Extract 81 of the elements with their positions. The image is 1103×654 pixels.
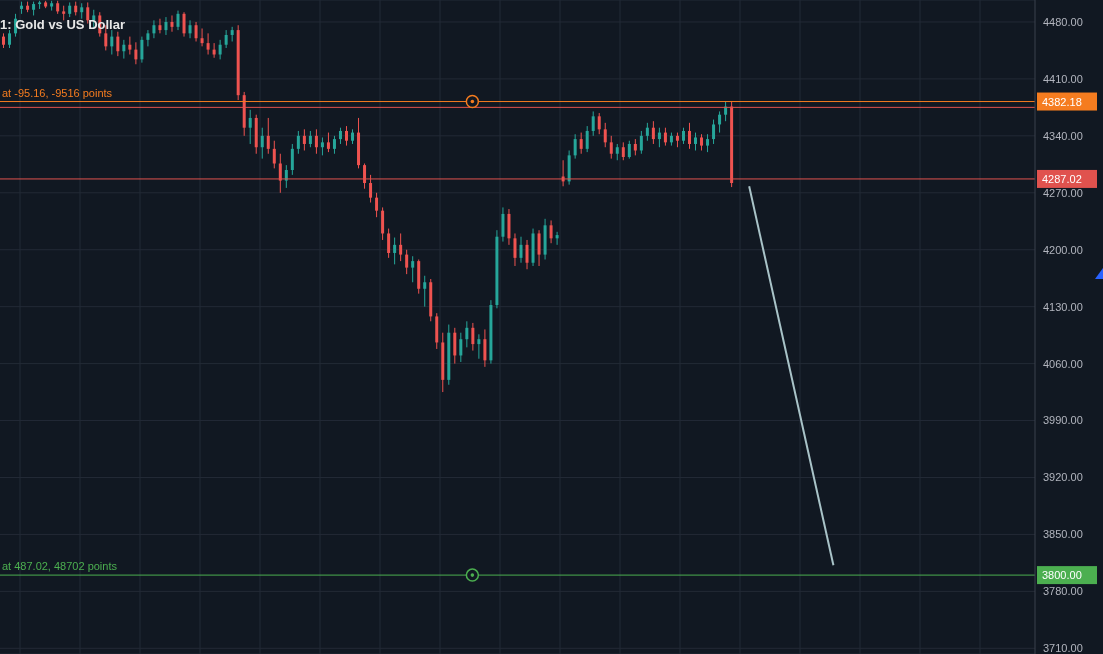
candlestick xyxy=(218,39,222,60)
y-tick-label: 3920.00 xyxy=(1043,471,1083,484)
candlestick xyxy=(158,18,162,34)
candlestick xyxy=(591,110,595,137)
y-tick-label: 4060.00 xyxy=(1043,357,1083,370)
candlestick xyxy=(296,130,300,155)
candlestick xyxy=(651,120,655,145)
y-tick-label: 4340.00 xyxy=(1043,129,1083,142)
candlestick xyxy=(134,41,138,65)
candlestick xyxy=(375,192,379,218)
candlestick xyxy=(597,112,601,135)
y-tick-label: 4270.00 xyxy=(1043,186,1083,199)
candlestick xyxy=(164,16,168,36)
candlestick xyxy=(248,109,252,145)
annotation: at 487.02, 48702 points xyxy=(2,560,118,573)
candlestick xyxy=(555,231,559,246)
candlestick xyxy=(116,31,120,57)
candlestick xyxy=(471,322,475,352)
candlestick xyxy=(212,42,216,59)
candlestick xyxy=(453,327,457,365)
y-tick-label: 3780.00 xyxy=(1043,585,1083,598)
candlestick xyxy=(459,332,463,363)
y-tick-label: 4480.00 xyxy=(1043,15,1083,28)
candlestick xyxy=(369,174,373,204)
y-tick-label: 3710.00 xyxy=(1043,642,1083,654)
candlestick xyxy=(290,143,294,176)
y-tick-label: 4200.00 xyxy=(1043,243,1083,256)
candlestick xyxy=(513,232,517,267)
candlestick xyxy=(519,236,523,264)
candlestick xyxy=(603,122,607,148)
candlestick xyxy=(206,32,210,55)
ref-line-label: 4382.18 xyxy=(1042,95,1082,108)
y-tick-label: 4130.00 xyxy=(1043,300,1083,313)
candlestick xyxy=(549,219,553,244)
candlestick xyxy=(344,125,348,147)
candlestick xyxy=(272,140,276,169)
candlestick xyxy=(182,11,186,38)
candlestick xyxy=(465,320,469,348)
candlestick xyxy=(122,39,126,60)
candlestick xyxy=(110,29,114,55)
candlestick xyxy=(609,135,613,160)
candlestick xyxy=(537,229,541,267)
candlestick xyxy=(525,239,529,270)
y-tick-label: 4410.00 xyxy=(1043,72,1083,85)
candlestick xyxy=(712,119,716,145)
candlestick xyxy=(128,36,132,55)
candlestick xyxy=(585,125,589,153)
ref-line-label: 4287.02 xyxy=(1042,172,1082,185)
candlestick xyxy=(687,122,691,150)
candlestick xyxy=(639,130,643,155)
candlestick xyxy=(411,255,415,283)
candlestick xyxy=(501,206,505,243)
candlestick xyxy=(188,19,192,39)
candlestick xyxy=(718,110,722,134)
candlestick xyxy=(176,10,180,31)
candlestick xyxy=(399,232,403,262)
candlestick xyxy=(579,132,583,155)
candlestick xyxy=(573,133,577,160)
candlestick xyxy=(302,128,306,151)
y-tick-label: 3850.00 xyxy=(1043,528,1083,541)
candlestick xyxy=(200,27,204,47)
candlestick xyxy=(393,237,397,265)
candlestick xyxy=(314,128,318,155)
candlestick xyxy=(387,228,391,259)
candlestick xyxy=(477,333,481,360)
candlestick xyxy=(170,14,174,33)
y-tick-label: 3990.00 xyxy=(1043,414,1083,427)
candlestick xyxy=(266,117,270,155)
candlestick xyxy=(483,328,487,368)
candlestick xyxy=(260,127,264,160)
candlestick xyxy=(146,29,150,47)
candlestick xyxy=(194,21,198,42)
annotation: at -95.16, -9516 points xyxy=(2,86,113,99)
ref-line-label: 3800.00 xyxy=(1042,569,1082,582)
candlestick xyxy=(381,206,385,241)
candlestick xyxy=(140,36,144,64)
candlestick xyxy=(657,127,661,148)
candlestick xyxy=(423,275,427,308)
candlestick xyxy=(405,249,409,275)
candlestick xyxy=(152,19,156,39)
candlestick xyxy=(326,132,330,153)
